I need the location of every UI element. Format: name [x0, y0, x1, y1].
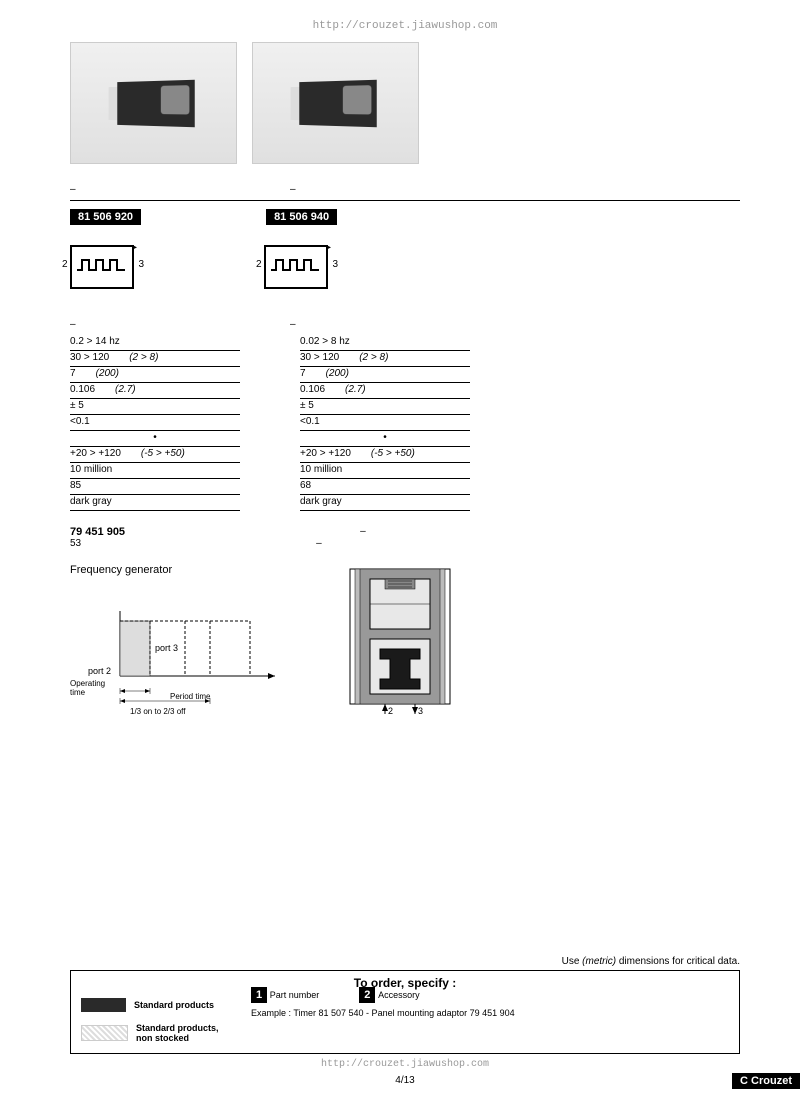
spec-row: dark gray [70, 495, 240, 511]
arrow-icon: ▸ [326, 242, 331, 253]
period-label: Period time [170, 692, 211, 701]
spec-row: +20 > +120(-5 > +50) [70, 447, 240, 463]
product-image-row [70, 42, 740, 164]
technical-drawing: 2 3 [330, 564, 480, 714]
dash: – [290, 184, 300, 195]
spec-row: 10 million [300, 463, 470, 479]
spec-row: +20 > +120(-5 > +50) [300, 447, 470, 463]
product-image-1 [70, 42, 237, 164]
spec-row: • [300, 431, 470, 447]
frequency-generator-diagram: Frequency generator port 3 port 2 [70, 564, 280, 726]
order-section: Use (metric) dimensions for critical dat… [70, 956, 740, 1054]
footer-url: http://crouzet.jiawushop.com [70, 1059, 740, 1070]
tech-arrow-3: 3 [418, 706, 423, 714]
port3-label: port 3 [155, 643, 178, 653]
header-url: http://crouzet.jiawushop.com [70, 20, 740, 32]
accessory-part-number: 79 451 905 [70, 526, 125, 538]
spec-row: 30 > 120(2 > 8) [300, 351, 470, 367]
waveform-port-left: 2 [62, 259, 68, 270]
waveform-symbol-2: 2 3 ▸ [264, 245, 328, 289]
spec-row: ± 5 [300, 399, 470, 415]
spec-row: <0.1 [300, 415, 470, 431]
legend-nonstocked: Standard products,non stocked [81, 1023, 729, 1043]
accessory-value: 53 [70, 538, 81, 549]
spec-row: dark gray [300, 495, 470, 511]
spec-row: <0.1 [70, 415, 240, 431]
port2-label: port 2 [88, 666, 111, 676]
waveform-symbol-1: 2 3 ▸ [70, 245, 134, 289]
spec-row: • [70, 431, 240, 447]
time-label: time [70, 688, 86, 697]
accessory-specs: 79 451 905 – 53 – [70, 526, 740, 549]
order-example: Example : Timer 81 507 540 - Panel mount… [251, 1008, 729, 1018]
swatch-light-icon [81, 1025, 128, 1041]
swatch-dark-icon [81, 998, 126, 1012]
spec-row: 85 [70, 479, 240, 495]
spec-row: 0.02 > 8 hz [300, 335, 470, 351]
waveform-port-left: 2 [256, 259, 262, 270]
waveform-port-right: 3 [138, 259, 144, 270]
spec-column-1: 0.2 > 14 hz30 > 120(2 > 8)7(200)0.106(2.… [70, 335, 240, 511]
spec-row: 7(200) [70, 367, 240, 383]
arrow-icon: ▸ [132, 242, 137, 253]
spec-column-2: 0.02 > 8 hz30 > 120(2 > 8)7(200)0.106(2.… [300, 335, 470, 511]
ratio-label: 1/3 on to 2/3 off [130, 707, 186, 716]
spec-row: 0.106(2.7) [300, 383, 470, 399]
spec-row: ± 5 [70, 399, 240, 415]
brand-logo: C Crouzet [732, 1073, 800, 1089]
tech-arrow-2: 2 [388, 706, 393, 714]
order-num-2: 2 Accessory [359, 987, 419, 1003]
spec-row: 0.106(2.7) [70, 383, 240, 399]
part-number-2: 81 506 940 [266, 209, 337, 225]
divider [70, 200, 740, 201]
dash: – [360, 526, 366, 538]
page-number: 4/13 [395, 1075, 414, 1086]
spec-row: 10 million [70, 463, 240, 479]
order-num-1: 1 Part number [251, 987, 319, 1003]
spec-row: 30 > 120(2 > 8) [70, 351, 240, 367]
metric-note: Use (metric) dimensions for critical dat… [70, 956, 740, 967]
dash: – [316, 538, 322, 549]
spec-table: 0.2 > 14 hz30 > 120(2 > 8)7(200)0.106(2.… [70, 335, 740, 511]
waveform-port-right: 3 [332, 259, 338, 270]
product-image-2 [252, 42, 419, 164]
spec-row: 0.2 > 14 hz [70, 335, 240, 351]
spec-row: 7(200) [300, 367, 470, 383]
diagram-title: Frequency generator [70, 564, 280, 576]
operating-label: Operating [70, 679, 105, 688]
dash: – [70, 319, 80, 330]
dash: – [290, 319, 300, 330]
dash: – [70, 184, 80, 195]
spec-row: 68 [300, 479, 470, 495]
part-number-1: 81 506 920 [70, 209, 141, 225]
